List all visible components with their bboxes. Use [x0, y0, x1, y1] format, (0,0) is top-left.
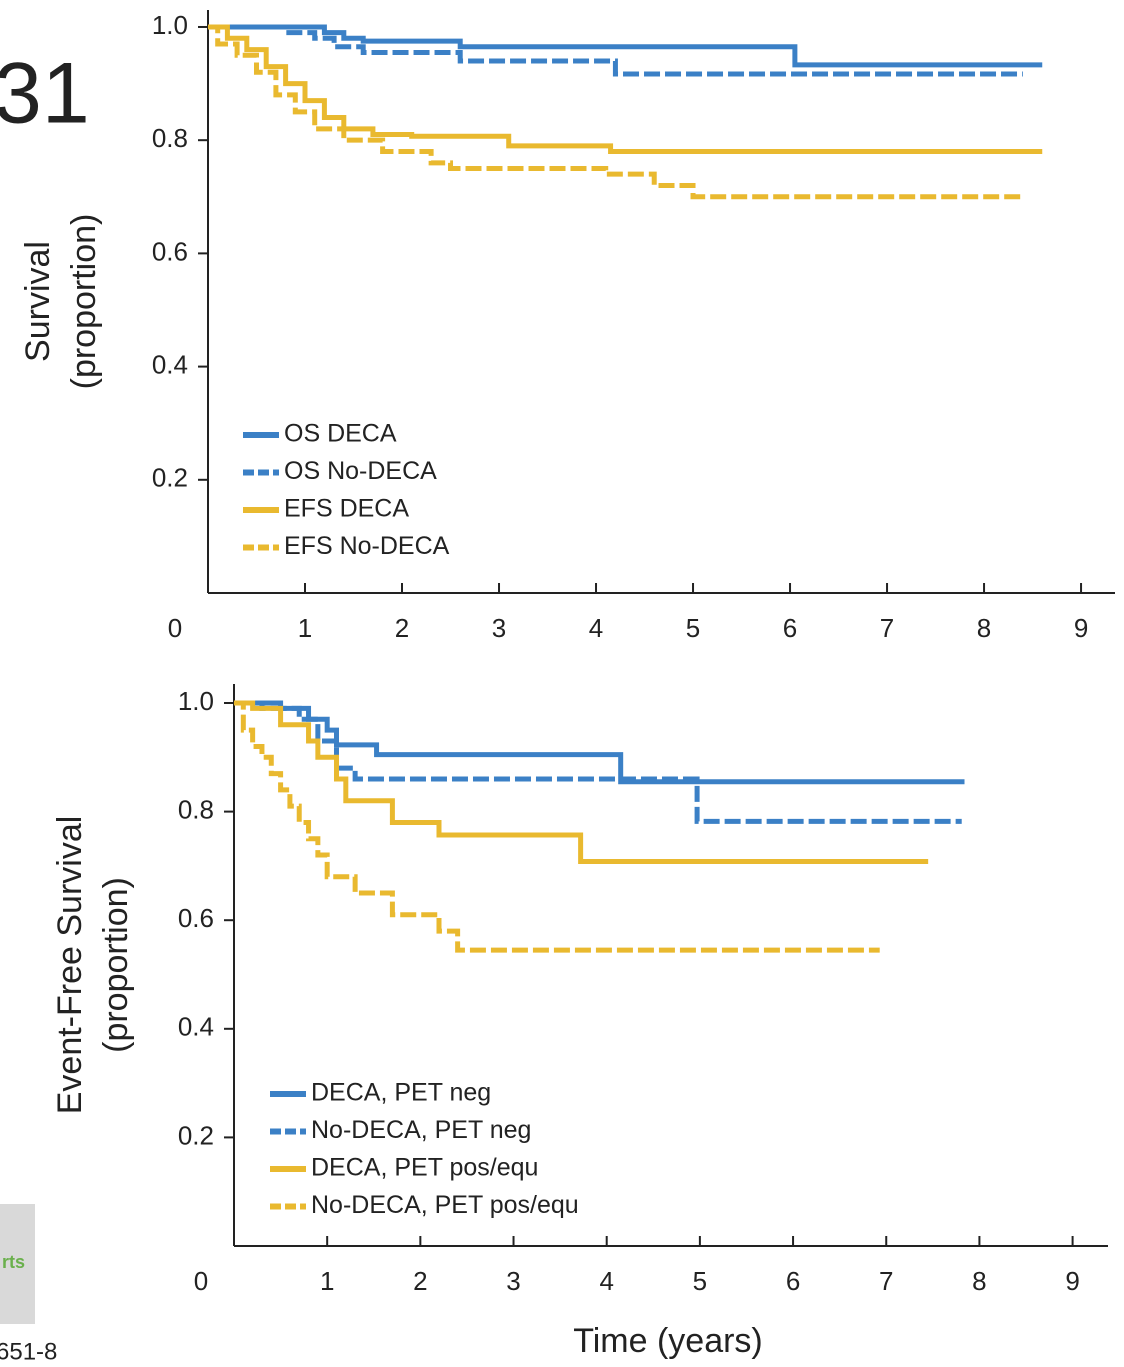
- x-tick-label: 6: [783, 613, 797, 643]
- y-axis-title: Survival: [19, 241, 57, 362]
- legend-label: DECA, PET neg: [311, 1079, 491, 1107]
- y-tick-label: 0.2: [178, 1120, 214, 1150]
- y-axis-title: (proportion): [97, 877, 135, 1053]
- y-tick-label: 0.4: [178, 1012, 214, 1042]
- x-axis-title: Time (years): [573, 1322, 763, 1360]
- survival-line: [208, 24, 1043, 155]
- y-tick-label: 0.2: [152, 463, 188, 493]
- x-tick-label: 9: [1065, 1266, 1079, 1296]
- legend-label: OS DECA: [284, 420, 397, 448]
- legend-label: EFS DECA: [284, 495, 409, 523]
- x-tick-label: 2: [413, 1266, 427, 1296]
- reference: 651-8: [0, 1338, 57, 1365]
- x-tick-label: 4: [599, 1266, 613, 1296]
- x-tick-label: 8: [972, 1266, 986, 1296]
- x-tick-label: 3: [492, 613, 506, 643]
- x-tick-label: 3: [506, 1266, 520, 1296]
- x-tick-label: 6: [786, 1266, 800, 1296]
- y-axis-title: Event-Free Survival: [51, 816, 89, 1115]
- legend-label: DECA, PET pos/equ: [311, 1154, 538, 1182]
- legend-label: No-DECA, PET neg: [311, 1116, 531, 1144]
- y-tick-label: 0.4: [152, 349, 188, 379]
- legend-label: OS No-DECA: [284, 457, 437, 485]
- x-tick-label: 7: [880, 613, 894, 643]
- x-tick-label: 4: [589, 613, 603, 643]
- y-axis-title: (proportion): [65, 214, 103, 390]
- y-tick-label: 1.0: [178, 686, 214, 716]
- survival-line: [234, 700, 929, 865]
- y-tick-label: 0.8: [178, 794, 214, 824]
- logo-box: [0, 1204, 35, 1324]
- x-tick-label: 5: [686, 613, 700, 643]
- x-tick-label: 0: [194, 1266, 208, 1296]
- legend-label: EFS No-DECA: [284, 532, 450, 560]
- x-tick-label: 7: [879, 1266, 893, 1296]
- survival-line: [234, 700, 962, 824]
- x-tick-label: 0: [168, 613, 182, 643]
- x-tick-label: 9: [1074, 613, 1088, 643]
- x-tick-label: 1: [320, 1266, 334, 1296]
- slide-number: 31: [0, 46, 90, 142]
- survival-line: [208, 24, 1043, 68]
- survival-line: [208, 24, 1023, 77]
- x-tick-label: 8: [977, 613, 991, 643]
- y-tick-label: 0.8: [152, 123, 188, 153]
- x-tick-label: 1: [298, 613, 312, 643]
- survival-line: [234, 700, 880, 953]
- x-tick-label: 2: [395, 613, 409, 643]
- legend-label: No-DECA, PET pos/equ: [311, 1191, 579, 1219]
- x-tick-label: 5: [693, 1266, 707, 1296]
- y-tick-label: 0.6: [152, 236, 188, 266]
- y-tick-label: 0.6: [178, 903, 214, 933]
- survival-line: [208, 24, 1023, 200]
- y-tick-label: 1.0: [152, 10, 188, 40]
- logo-text: rts: [2, 1252, 25, 1272]
